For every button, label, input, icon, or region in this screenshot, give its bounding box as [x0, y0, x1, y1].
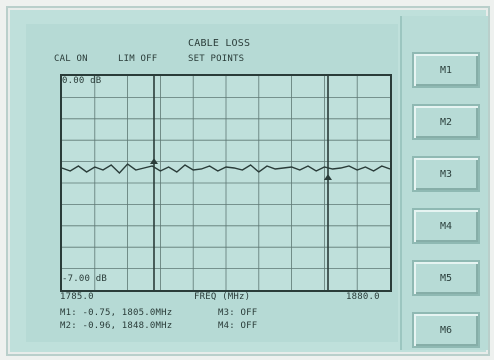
- plot-grid: [62, 76, 390, 290]
- softkey-label: M2: [439, 116, 453, 128]
- marker-1-readout: M1: -0.75, 1805.0MHz: [60, 308, 173, 318]
- x-axis-right-label: 1880.0: [346, 292, 380, 302]
- marker-4-readout: M4: OFF: [218, 321, 258, 331]
- lim-status: LIM OFF: [118, 54, 158, 64]
- marker-symbol-1: [150, 158, 158, 164]
- softkey-label: M3: [439, 168, 453, 180]
- softkey-m4[interactable]: M4: [412, 208, 480, 244]
- x-axis-left-label: 1785.0: [60, 292, 94, 302]
- softkey-m3[interactable]: M3: [412, 156, 480, 192]
- cal-status: CAL ON: [54, 54, 88, 64]
- marker-symbol-2: [324, 174, 332, 180]
- softkey-m2[interactable]: M2: [412, 104, 480, 140]
- softkey-label: M5: [439, 272, 453, 284]
- softkey-label: M1: [439, 64, 453, 76]
- softkey-label: M6: [439, 324, 453, 336]
- marker-2-readout: M2: -0.96, 1848.0MHz: [60, 321, 173, 331]
- softkey-m1[interactable]: M1: [412, 52, 480, 88]
- instrument-screen: CABLE LOSS CAL ON LIM OFF SET POINTS 0.0…: [6, 6, 490, 356]
- softkey-label: M4: [439, 220, 453, 232]
- x-axis-title: FREQ (MHz): [194, 292, 251, 302]
- trace-line: [62, 163, 390, 175]
- softkey-m6[interactable]: M6: [412, 312, 480, 348]
- y-axis-bottom-label: -7.00 dB: [62, 274, 107, 284]
- softkey-panel: M1 M2 M3 M4 M5 M6: [400, 16, 488, 350]
- page-title: CABLE LOSS: [188, 38, 251, 49]
- trace-plot-svg: [62, 76, 390, 290]
- marker-3-readout: M3: OFF: [218, 308, 258, 318]
- softkey-m5[interactable]: M5: [412, 260, 480, 296]
- trace-plot: [60, 74, 392, 292]
- setpoints-status: SET POINTS: [188, 54, 245, 64]
- y-axis-top-label: 0.00 dB: [62, 76, 102, 86]
